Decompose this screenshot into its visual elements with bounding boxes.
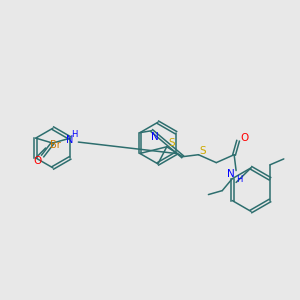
Text: O: O: [34, 156, 42, 166]
Text: N: N: [227, 169, 235, 178]
Text: H: H: [236, 175, 242, 184]
Text: N: N: [151, 132, 159, 142]
Text: H: H: [71, 130, 78, 139]
Text: Br: Br: [50, 140, 61, 150]
Text: O: O: [240, 133, 248, 143]
Text: S: S: [199, 146, 206, 156]
Text: S: S: [168, 138, 175, 148]
Text: N: N: [66, 135, 73, 145]
